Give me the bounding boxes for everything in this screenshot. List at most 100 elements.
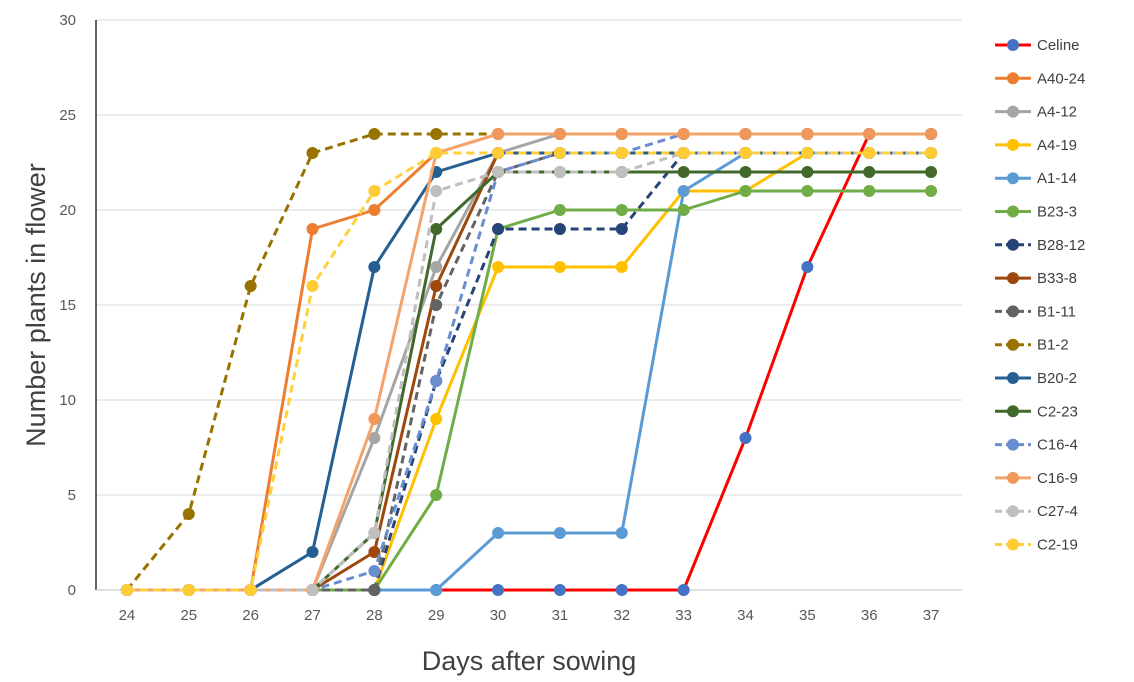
x-tick-label: 35 [799,607,816,624]
data-point-b1-2 [182,508,195,520]
data-point-c2-23 [430,223,443,235]
legend-item-a4-12: A4-12 [995,104,1077,121]
data-point-c16-9 [739,128,752,140]
data-point-c2-19 [553,147,566,159]
data-point-c16-9 [368,413,381,425]
legend-swatch-marker [1007,405,1019,418]
legend-label: B1-2 [1037,337,1069,354]
series-line-a4-12 [125,132,933,592]
series-b28-12 [120,147,938,596]
x-axis-title: Days after sowing [422,646,637,676]
legend-item-b1-11: B1-11 [995,303,1076,320]
series-line-a40-24 [125,132,933,592]
legend-item-b28-12: B28-12 [995,237,1085,254]
data-point-c27-4 [430,185,443,197]
data-point-c16-9 [801,128,814,140]
x-tick-label: 24 [119,607,136,624]
data-point-b28-12 [492,223,505,235]
data-point-c2-19 [801,147,814,159]
series-c16-9 [120,128,938,596]
data-point-c2-19 [863,147,876,159]
series-line-c27-4 [126,151,932,592]
legend-label: Celine [1037,37,1080,54]
legend-item-a1-14: A1-14 [995,170,1077,187]
data-point-c16-4 [430,375,443,387]
legend-item-c2-19: C2-19 [995,537,1078,554]
legend-label: A4-19 [1037,137,1077,154]
data-point-c16-4 [368,565,381,577]
data-point-c2-19 [677,147,690,159]
legend-swatch-marker [1007,105,1019,118]
series-b20-2 [120,147,938,596]
data-point-b1-11 [368,584,381,596]
data-point-b1-2 [368,128,381,140]
data-point-b33-8 [430,280,443,292]
series-a4-12 [120,128,938,596]
legend-swatch-marker [1007,471,1019,484]
x-tick-label: 28 [366,607,383,624]
legend-item-b23-3: B23-3 [995,204,1077,221]
data-point-a1-14 [430,584,443,596]
x-tick-label: 30 [490,607,507,624]
legend-item-c27-4: C27-4 [995,503,1078,520]
data-point-a4-12 [430,261,443,273]
data-point-b28-12 [615,223,628,235]
data-point-c16-9 [615,128,628,140]
legend-swatch-marker [1007,272,1019,285]
legend-swatch-marker [1007,238,1019,251]
y-tick-label: 5 [68,487,76,504]
y-tick-label: 30 [59,12,76,29]
series-line-c2-19 [126,151,932,592]
legend-item-celine: Celine [995,37,1080,54]
data-point-c27-4 [553,166,566,178]
legend-label: B1-11 [1037,303,1076,320]
data-point-c27-4 [368,527,381,539]
data-point-c2-19 [120,584,133,596]
legend-swatch-marker [1007,372,1019,384]
data-point-celine [492,584,505,596]
legend-item-c16-4: C16-4 [995,437,1078,454]
legend-label: C2-19 [1037,537,1078,554]
legend-swatch-marker [1007,72,1019,85]
data-point-b23-3 [801,185,814,197]
legend-item-b1-2: B1-2 [995,337,1069,354]
data-point-c2-19 [182,584,195,596]
data-point-c16-9 [925,128,938,140]
data-point-b23-3 [677,204,690,216]
legend-swatch-marker [1007,305,1019,318]
series-line-c2-23 [125,170,933,592]
data-point-c16-9 [677,128,690,140]
y-tick-label: 20 [59,202,76,219]
series [120,128,938,596]
x-tick-label: 26 [242,607,259,624]
y-tick-label: 0 [68,582,76,599]
data-point-c2-19 [739,147,752,159]
legend-label: C16-4 [1037,437,1078,454]
series-a4-19 [120,147,938,596]
legend: Celine A40-24 A4-12 A4-19 A1-14 B23-3 B28-12 B3… [995,37,1085,554]
data-point-celine [739,432,752,444]
data-point-b23-3 [925,185,938,197]
data-point-a4-19 [553,261,566,273]
tick-labels: 0 5 10 15 20 25 30 24 25 26 27 28 29 30 31 32 33 34 35 36 37 [59,12,939,624]
data-point-b1-2 [430,128,443,140]
data-point-c2-19 [492,147,505,159]
series-line-celine [125,132,933,592]
data-point-b23-3 [739,185,752,197]
x-tick-label: 33 [675,607,692,624]
legend-swatch-marker [1007,138,1019,151]
data-point-c2-19 [244,584,257,596]
legend-swatch-marker [1007,438,1019,451]
series-line-c16-4 [126,132,932,592]
y-tick-label: 10 [59,392,76,409]
legend-label: C16-9 [1037,470,1078,487]
series-a40-24 [120,128,938,596]
legend-label: B28-12 [1037,237,1085,254]
legend-swatch-marker [1007,538,1019,551]
data-point-c2-19 [368,185,381,197]
series-line-b1-2 [125,132,932,591]
data-point-c2-23 [739,166,752,178]
x-tick-label: 34 [737,607,754,624]
